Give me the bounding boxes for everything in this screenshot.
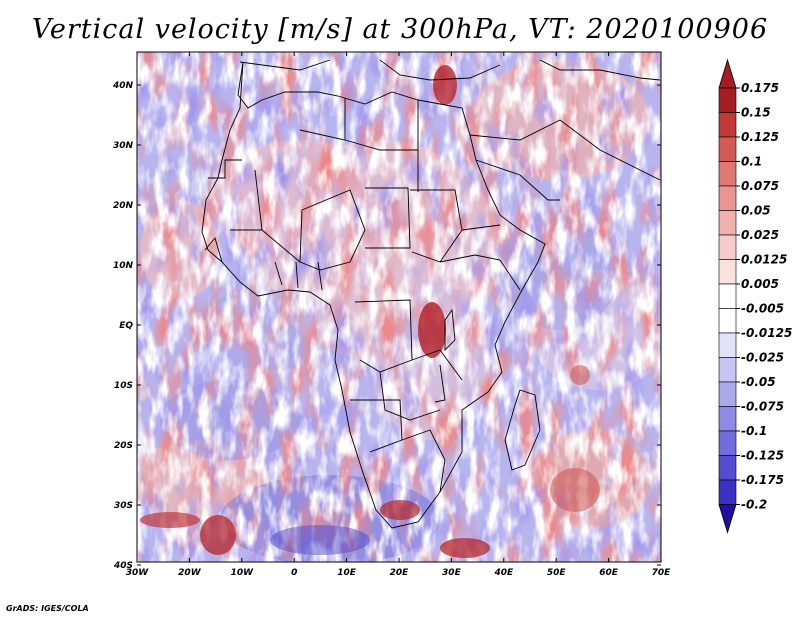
lon-tick-label: 70E: [652, 568, 672, 578]
colorbar-label: -0.2: [741, 498, 767, 512]
lon-tick-label: 60E: [599, 568, 619, 578]
colorbar-label: -0.1: [741, 424, 767, 438]
colorbar-label: 0.0125: [741, 253, 787, 267]
colorbar-label: -0.075: [741, 400, 784, 414]
colorbar-label: 0.15: [741, 106, 771, 120]
lat-tick-label: 20N: [113, 201, 134, 211]
lat-tick-label: 20S: [114, 441, 133, 451]
vertical-velocity-field: [137, 52, 661, 562]
colorbar-swatch: [718, 234, 737, 260]
lon-tick-label: 0: [291, 568, 297, 578]
colorbar-swatch: [718, 136, 737, 162]
lat-tick-label: 30N: [113, 141, 134, 151]
lon-tick-label: 20E: [390, 568, 410, 578]
colorbar-label: 0.175: [741, 81, 779, 95]
grads-credit: GrADS: IGES/COLA: [6, 604, 89, 613]
lat-tick-label: 10N: [113, 261, 134, 271]
lon-tick-label: 20W: [178, 568, 202, 578]
colorbar-label: 0.075: [741, 179, 779, 193]
colorbar-label: -0.025: [741, 351, 784, 365]
colorbar-swatch: [718, 430, 737, 456]
colorbar-swatch: [718, 259, 737, 285]
colorbar-label: -0.005: [741, 302, 784, 316]
colorbar-swatch: [718, 406, 737, 432]
colorbar-swatch: [718, 185, 737, 211]
lon-tick-label: 10E: [337, 568, 357, 578]
colorbar-label: 0.1: [741, 155, 762, 169]
lon-tick-label: 50E: [547, 568, 567, 578]
lat-tick-label: EQ: [119, 321, 133, 331]
axes: 30W 20W 10W 0 10E 20E 30E 40E 50E 60E 70E 40N 30N 20N…: [112, 52, 671, 578]
colorbar-bottom-arrow: [718, 504, 737, 534]
lat-tick-label: 30S: [114, 501, 133, 511]
colorbar-label: 0.05: [741, 204, 771, 218]
lon-tick-label: 40E: [493, 568, 514, 578]
colorbar-swatch: [718, 308, 737, 334]
colorbar-swatch: [718, 210, 737, 236]
colorbar-label: -0.0125: [741, 326, 792, 340]
lon-tick-label: 10W: [231, 568, 255, 578]
lat-tick-label: 10S: [114, 381, 133, 391]
colorbar-swatch: [718, 357, 737, 383]
colorbar-swatch: [718, 479, 737, 505]
coastline-outlines: [201, 59, 661, 529]
colorbar-swatch: [718, 283, 737, 309]
lon-tick-label: 30E: [442, 568, 462, 578]
colorbar-label: 0.025: [741, 228, 779, 242]
colorbar-swatch: [718, 332, 737, 358]
colorbar-label: -0.175: [741, 473, 784, 487]
lat-tick-label: 40N: [112, 81, 134, 91]
colorbar: 0.175 0.15 0.125 0.1 0.075 0.05 0.025 0.0125 0.0…: [718, 58, 792, 534]
colorbar-swatch: [718, 112, 737, 138]
colorbar-swatch: [718, 455, 737, 481]
lat-tick-label: 40S: [113, 561, 133, 571]
colorbar-swatch: [718, 87, 737, 113]
colorbar-label: 0.125: [741, 130, 779, 144]
colorbar-top-arrow: [718, 58, 737, 89]
colorbar-swatch: [718, 161, 737, 187]
colorbar-label: 0.005: [741, 277, 779, 291]
colorbar-swatch: [718, 381, 737, 407]
colorbar-label: -0.05: [741, 375, 776, 389]
map-title: Vertical velocity [m/s] at 300hPa, VT: 2…: [31, 14, 769, 45]
lon-tick-label: 30W: [126, 568, 150, 578]
colorbar-label: -0.125: [741, 449, 784, 463]
